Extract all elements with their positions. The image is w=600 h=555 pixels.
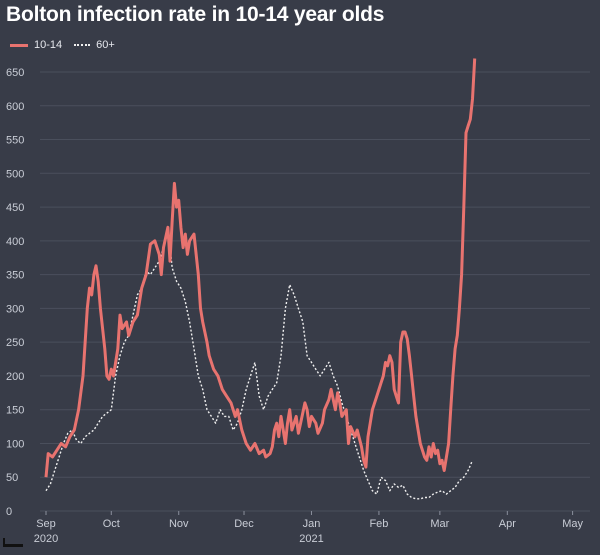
chart-title: Bolton infection rate in 10-14 year olds xyxy=(6,3,385,26)
x-tick-label: Apr xyxy=(499,518,516,530)
y-tick-label: 50 xyxy=(6,472,18,484)
legend-label-10-14: 10-14 xyxy=(34,39,63,51)
x-tick-label: Dec xyxy=(234,518,254,530)
y-tick-label: 300 xyxy=(6,303,24,315)
series-line-10-14 xyxy=(44,58,477,478)
series-line-60plus xyxy=(45,226,474,500)
y-tick-label: 100 xyxy=(6,438,24,450)
x-tick-label: May xyxy=(562,518,583,530)
corner-mark xyxy=(3,538,23,547)
y-tick-label: 400 xyxy=(6,236,24,248)
x-tick-sublabel: 2021 xyxy=(299,533,323,545)
x-tick-label: Sep xyxy=(36,518,56,530)
x-tick-label: Mar xyxy=(430,518,449,530)
legend-label-60plus: 60+ xyxy=(96,39,115,51)
y-tick-label: 500 xyxy=(6,168,24,180)
legend: 10-14 60+ xyxy=(10,39,115,51)
legend-swatch-10-14 xyxy=(10,43,28,47)
y-tick-label: 0 xyxy=(6,506,12,518)
x-tick-label: Feb xyxy=(369,518,388,530)
x-tick-label: Oct xyxy=(103,518,120,530)
legend-swatch-60plus xyxy=(74,44,91,46)
x-tick-sublabel: 2020 xyxy=(34,533,58,545)
y-tick-label: 600 xyxy=(6,101,24,113)
y-tick-label: 200 xyxy=(6,371,24,383)
y-tick-label: 550 xyxy=(6,135,24,147)
x-tick-label: Jan xyxy=(303,518,321,530)
y-tick-label: 350 xyxy=(6,270,24,282)
y-tick-label: 450 xyxy=(6,202,24,214)
x-tick-label: Nov xyxy=(169,518,189,530)
y-tick-label: 650 xyxy=(6,67,24,79)
y-tick-label: 250 xyxy=(6,337,24,349)
y-tick-label: 150 xyxy=(6,405,24,417)
